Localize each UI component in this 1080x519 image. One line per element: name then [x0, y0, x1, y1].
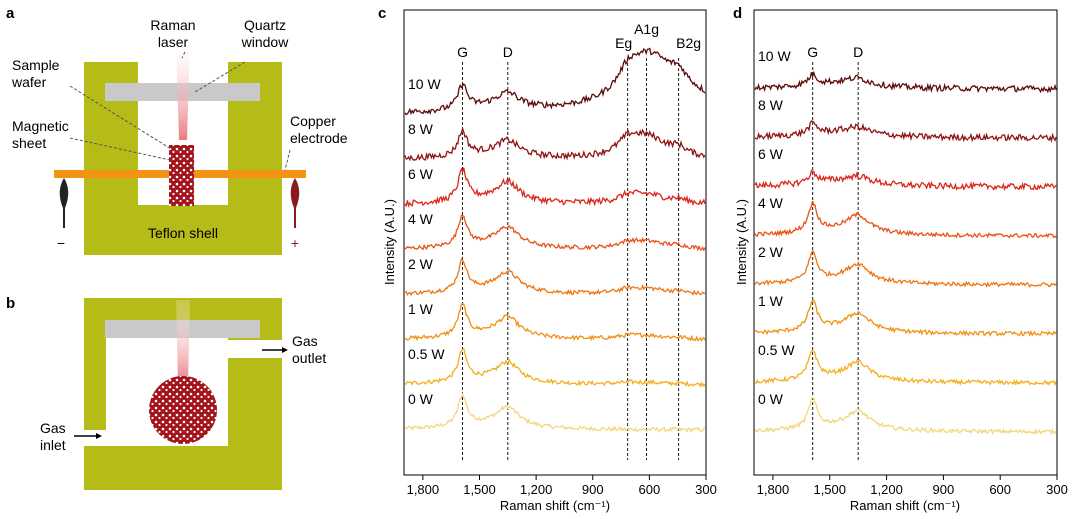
leader-sheet [69, 137, 171, 161]
teflon-shell [84, 62, 282, 255]
sample-wafer-label-2: wafer [11, 74, 47, 90]
panel-a: a Raman laser Quartz window Sample wafer… [6, 5, 348, 255]
panel-c-label: c [378, 5, 386, 22]
plot-frame-c [403, 9, 707, 476]
sample-particles [149, 376, 217, 444]
series-label-c: 8 W [408, 121, 434, 137]
peak-label-D: D [853, 44, 863, 60]
x-tick-label-c: 1,500 [463, 482, 496, 497]
laser-beam-b [176, 300, 190, 385]
series-label-c: 1 W [408, 301, 434, 317]
teflon-shell-b [84, 298, 282, 490]
sample-wafer-label-1: Sample [12, 57, 60, 73]
series-line-d [754, 120, 1057, 144]
leader-wafer [69, 85, 177, 153]
gas-inlet-label-2: inlet [40, 437, 66, 453]
laser-beam [176, 40, 190, 140]
y-axis-title-d: Intensity (A.U.) [734, 199, 749, 285]
series-line-d [754, 250, 1057, 288]
gas-inlet-label-1: Gas [40, 420, 66, 436]
x-tick-label-d: 1,500 [813, 482, 846, 497]
leader-electrode [284, 149, 291, 171]
minus-sign: − [57, 235, 65, 251]
series-line-d [754, 70, 1057, 94]
series-line-d [754, 349, 1057, 387]
series-line-c [405, 302, 706, 342]
raman-laser-label-1: Raman [150, 17, 195, 33]
quartz-window-label-1: Quartz [244, 17, 286, 33]
series-line-d [754, 396, 1057, 436]
teflon-shell-label: Teflon shell [148, 225, 218, 241]
outlet-arrow-head [282, 347, 288, 353]
plot-frame-d [753, 9, 1058, 476]
series-label-c: 6 W [408, 166, 434, 182]
x-tick-label-d: 1,200 [870, 482, 903, 497]
panel-d: d G D 0 W 0.5 W 1 W 2 W 4 W 6 W 8 W 10 W 1,800 1,… [733, 5, 1068, 513]
peak-label-G: G [807, 44, 818, 60]
series-line-d [754, 169, 1057, 191]
series-line-c [404, 257, 705, 297]
peak-label-B2g: B2g [676, 35, 701, 51]
series-label-d: 4 W [758, 195, 784, 211]
panel-b: b Gas outlet Gas inlet [6, 295, 326, 490]
x-tick-label-d: 300 [1046, 482, 1068, 497]
series-line-c [404, 47, 706, 116]
quartz-window-label-2: window [241, 34, 290, 50]
plus-sign: + [291, 235, 299, 251]
x-tick-label-c: 1,800 [407, 482, 440, 497]
copper-electrode-label-2: electrode [290, 130, 348, 146]
panel-d-label: d [733, 5, 742, 22]
series-label-d: 0 W [758, 391, 784, 407]
series-label-d: 8 W [758, 97, 784, 113]
series-label-d: 1 W [758, 293, 784, 309]
peak-label-Eg: Eg [615, 35, 632, 51]
x-tick-label-d: 900 [933, 482, 955, 497]
series-line-c [404, 167, 706, 208]
x-tick-label-d: 1,800 [757, 482, 790, 497]
series-label-d: 2 W [758, 244, 784, 260]
panel-b-label: b [6, 295, 15, 312]
x-axis-title-c: Raman shift (cm⁻¹) [500, 498, 610, 513]
series-line-c [404, 214, 706, 252]
raman-laser-label-2: laser [158, 34, 189, 50]
series-line-c [404, 126, 706, 162]
x-tick-label-c: 600 [639, 482, 661, 497]
series-label-d: 6 W [758, 146, 784, 162]
x-tick-label-c: 1,200 [520, 482, 553, 497]
gas-outlet-label-1: Gas [292, 333, 318, 349]
series-label-c: 2 W [408, 256, 434, 272]
peak-label-A1g: A1g [634, 21, 659, 37]
panel-a-label: a [6, 5, 15, 22]
positive-terminal-icon [290, 178, 300, 228]
peak-label-G: G [457, 44, 468, 60]
series-line-d [754, 200, 1057, 239]
series-line-c [404, 348, 706, 388]
x-axis-title-d: Raman shift (cm⁻¹) [850, 498, 960, 513]
series-label-c: 0.5 W [408, 346, 445, 362]
copper-electrode-label-1: Copper [290, 113, 336, 129]
x-tick-label-c: 300 [695, 482, 717, 497]
series-label-c: 0 W [408, 391, 434, 407]
magnetic-sheet-label-1: Magnetic [12, 118, 69, 134]
peak-label-D: D [503, 44, 513, 60]
magnetic-sheet [169, 145, 194, 206]
series-label-c: 10 W [408, 76, 441, 92]
series-line-d [754, 299, 1057, 337]
series-label-d: 0.5 W [758, 342, 795, 358]
x-tick-label-d: 600 [989, 482, 1011, 497]
gas-outlet-label-2: outlet [292, 350, 326, 366]
y-axis-title-c: Intensity (A.U.) [382, 199, 397, 285]
negative-terminal-icon [59, 178, 69, 228]
series-label-d: 10 W [758, 48, 791, 64]
series-line-c [404, 392, 706, 434]
magnetic-sheet-label-2: sheet [12, 135, 46, 151]
leader-laser [181, 51, 186, 59]
inlet-arrow-head [96, 433, 102, 439]
series-label-c: 4 W [408, 211, 434, 227]
x-tick-label-c: 900 [582, 482, 604, 497]
